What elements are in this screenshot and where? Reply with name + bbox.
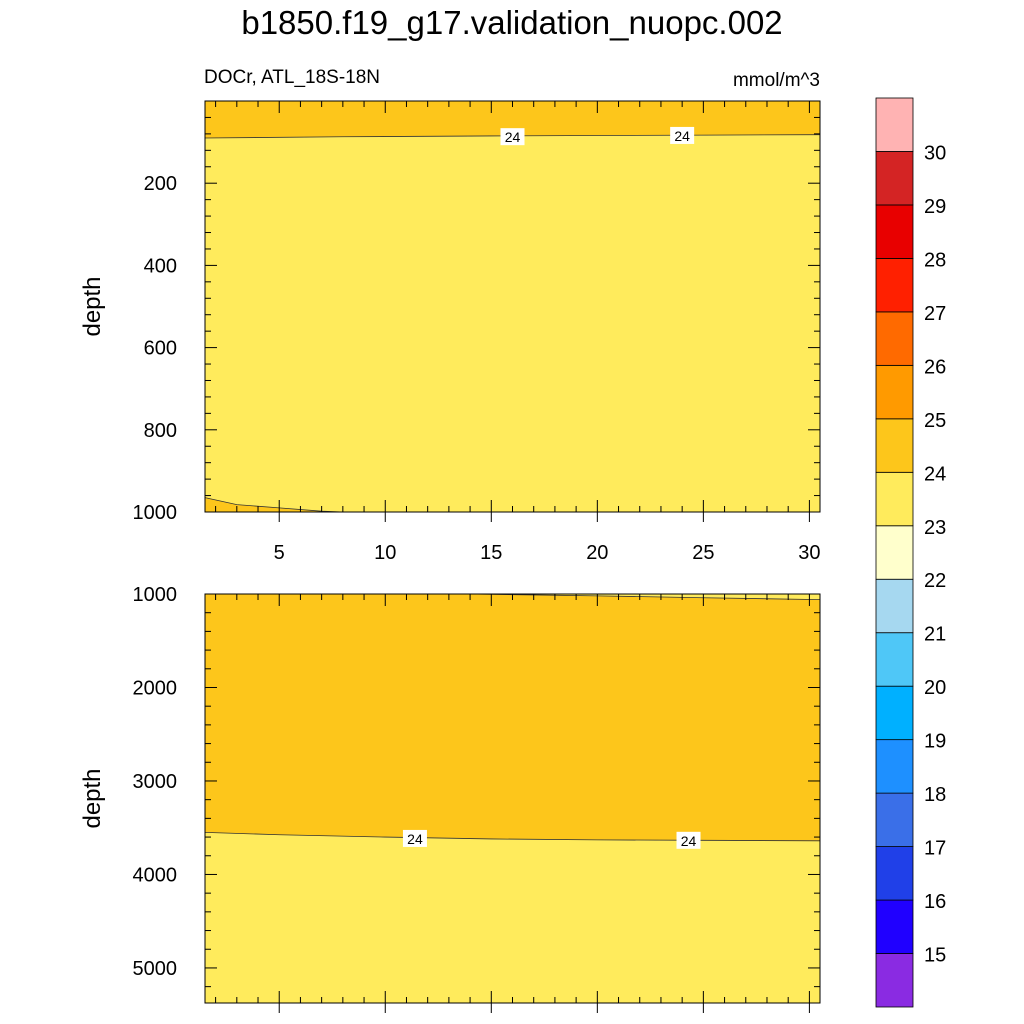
colorbar-swatch [875, 311, 914, 366]
upper-xtick-label: 5 [274, 542, 285, 564]
contour-label-text: 24 [505, 129, 521, 145]
colorbar-label: 28 [924, 249, 946, 271]
colorbar: 15 16 17 18 19 20 21 22 23 24 25 26 27 28 29 30 [875, 97, 946, 1008]
colorbar-label: 18 [924, 784, 946, 806]
lower-ytick-label: 4000 [133, 864, 178, 886]
colorbar-swatch [875, 953, 914, 1008]
lower-ytick-label: 5000 [133, 958, 178, 980]
upper-ytick-label: 1000 [133, 502, 178, 524]
upper-contour-label: 24 [500, 128, 525, 146]
variable-label: DOCr, ATL_18S-18N [204, 67, 380, 88]
colorbar-label: 23 [924, 517, 946, 539]
colorbar-label: 20 [924, 677, 946, 699]
colorbar-label: 25 [924, 410, 946, 432]
colorbar-swatch [875, 899, 914, 954]
upper-ytick-label: 600 [144, 338, 177, 360]
upper-background-band [205, 101, 820, 512]
colorbar-swatch [875, 471, 914, 527]
contour-label-box [402, 829, 427, 847]
colorbar-label: 26 [924, 356, 946, 378]
colorbar-swatch [875, 578, 914, 634]
upper-xtick-label: 15 [480, 542, 502, 564]
colorbar-swatch [875, 846, 914, 901]
colorbar-label: 29 [924, 196, 946, 218]
units-label: mmol/m^3 [733, 70, 820, 91]
lower-ytick-label: 2000 [133, 677, 178, 699]
colorbar-swatch [875, 525, 914, 580]
colorbar-swatch [875, 739, 914, 794]
upper-xtick-label: 10 [374, 542, 396, 564]
upper-xtick-label: 30 [798, 542, 820, 564]
lower-panel: 1000 2000 3000 4000 5000 depth 24 24 [79, 584, 821, 1013]
upper-region-0 [205, 101, 820, 138]
colorbar-label: 19 [924, 731, 946, 753]
lower-ylabel: depth [79, 768, 106, 828]
colorbar-label: 15 [924, 945, 946, 967]
colorbar-label: 30 [924, 142, 946, 164]
upper-ytick-label: 800 [144, 420, 177, 442]
colorbar-label: 22 [924, 570, 946, 592]
colorbar-swatch [875, 151, 914, 206]
colorbar-swatch [875, 204, 914, 259]
colorbar-swatch [875, 792, 914, 847]
colorbar-swatch [875, 97, 914, 152]
upper-ytick-label: 200 [144, 173, 177, 195]
contour-label-text: 24 [407, 831, 423, 847]
colorbar-label: 24 [924, 463, 946, 485]
figure-title: b1850.f19_g17.validation_nuopc.002 [241, 4, 783, 41]
contour-label-box [676, 831, 701, 849]
upper-contour-label: 24 [670, 126, 695, 144]
lower-ytick-label: 1000 [133, 584, 178, 606]
contour-label-text: 24 [674, 128, 690, 144]
contour-label-box [500, 128, 525, 146]
contour-label-text: 24 [681, 833, 697, 849]
upper-region-1 [205, 497, 343, 512]
lower-ytick-label: 3000 [133, 771, 178, 793]
upper-xtick-label: 20 [586, 542, 608, 564]
lower-contour-label: 24 [402, 829, 427, 847]
colorbar-swatch [875, 258, 914, 313]
colorbar-swatch [875, 685, 914, 741]
lower-contour-line-0 [204, 831, 821, 842]
upper-ylabel: depth [79, 276, 106, 336]
upper-xtick-label: 25 [692, 542, 714, 564]
lower-contour-label: 24 [676, 831, 701, 849]
colorbar-swatch [875, 418, 914, 473]
colorbar-label: 16 [924, 891, 946, 913]
colorbar-label: 17 [924, 838, 946, 860]
upper-contour-line-0 [204, 134, 821, 139]
upper-panel: 200 400 600 800 1000 5 10 15 20 25 30 depth 24 24 [79, 100, 821, 564]
upper-ytick-label: 400 [144, 255, 177, 277]
colorbar-label: 27 [924, 303, 946, 325]
colorbar-swatch [875, 632, 914, 687]
colorbar-swatch [875, 364, 914, 420]
contour-label-box [670, 126, 695, 144]
colorbar-label: 21 [924, 624, 946, 646]
lower-region-0 [205, 832, 820, 1003]
